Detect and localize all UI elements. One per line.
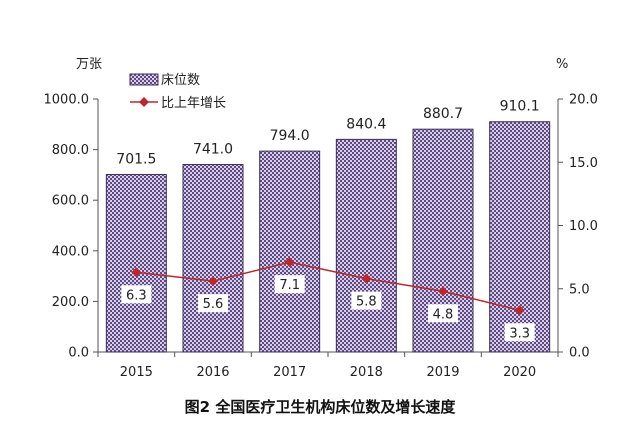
growth-label-bg [198,294,228,313]
bar-value-label: 880.7 [423,106,463,122]
legend-line-label: 比上年增长 [161,96,226,111]
x-tick-label: 2020 [503,365,536,380]
growth-point [131,267,142,278]
bars: 701.5 741.0 794.0 840.4 880.7 910.1 [105,99,551,353]
growth-value-label: 4.8 [433,307,454,322]
growth-value-label: 5.8 [356,295,377,310]
legend: 床位数 比上年增长 [129,73,226,111]
growth-line-path [136,261,520,311]
right-tick-label: 10.0 [569,219,598,234]
axes: 0.0 200.0 400.0 600.0 800.0 1000.0 0.0 5.0 10.0 1… [44,93,598,381]
chart-caption: 图2 全国医疗卫生机构床位数及增长速度 [185,398,457,416]
x-tick-label: 2018 [350,365,383,380]
legend-bar-swatch [129,73,159,86]
growth-point [514,305,525,316]
growth-point [284,257,295,268]
x-tick-label: 2015 [120,365,153,380]
right-tick-label: 0.0 [569,346,590,361]
x-tick-label: 2019 [426,365,459,380]
left-tick-label: 0.0 [68,346,89,361]
growth-label-bg [274,275,305,294]
right-tick-label: 20.0 [569,93,598,108]
x-tick-label: 2017 [273,365,306,380]
growth-label-bg [504,323,535,342]
growth-point [438,286,448,297]
left-tick-label: 200.0 [52,295,89,310]
growth-value-label: 5.6 [203,297,224,312]
growth-label-bg [121,285,152,304]
growth-point [361,273,372,284]
left-tick-label: 400.0 [52,244,89,259]
growth-point [208,276,218,287]
bar [105,174,167,353]
right-tick-label: 15.0 [569,156,598,171]
bar [182,164,244,353]
bar [259,150,321,353]
bar-value-label: 794.0 [270,128,310,144]
right-axis-unit: % [556,57,568,72]
x-tick-label: 2016 [196,365,229,380]
left-tick-label: 800.0 [52,143,89,158]
bar [335,138,397,353]
left-tick-label: 1000.0 [44,93,90,108]
bar-value-label: 910.1 [500,99,540,115]
left-tick-label: 600.0 [52,194,89,209]
growth-value-label: 7.1 [279,278,300,293]
growth-label-bg [428,304,458,323]
left-axis-unit: 万张 [76,57,102,72]
growth-value-label: 6.3 [126,288,147,303]
bar [489,121,551,353]
right-tick-label: 5.0 [569,282,590,297]
bar-value-label: 840.4 [346,116,386,132]
bar-value-label: 701.5 [116,152,156,168]
growth-line: 6.3 5.6 7.1 5.8 4.8 3.3 [121,257,535,342]
growth-value-label: 3.3 [509,326,530,341]
legend-line-marker [139,97,149,107]
legend-bar-label: 床位数 [161,73,200,88]
bar-value-label: 741.0 [193,142,233,158]
growth-label-bg [351,291,382,310]
